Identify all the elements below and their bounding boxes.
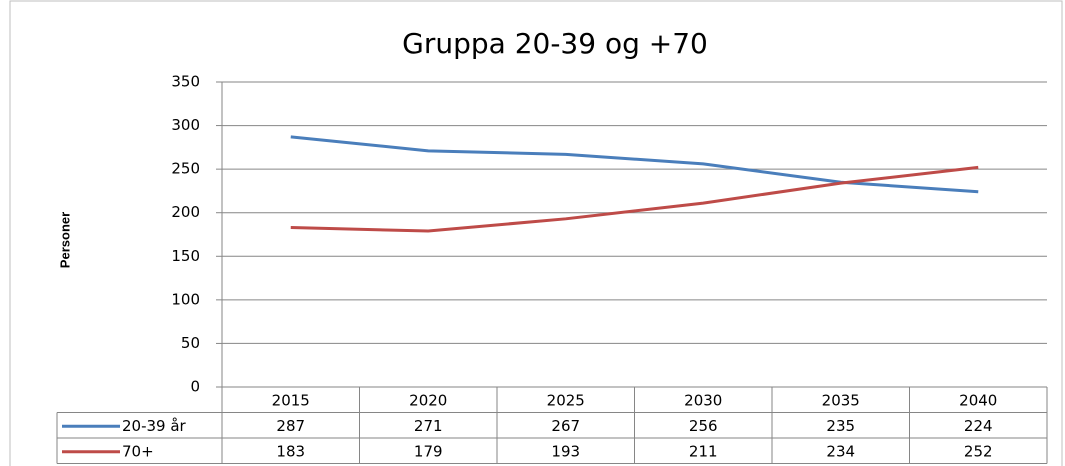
table-value: 252 — [964, 442, 993, 460]
y-axis-label: Personer — [57, 212, 72, 268]
x-tick-label: 2015 — [272, 391, 310, 409]
y-tick-label: 0 — [190, 378, 200, 396]
x-tick-label: 2030 — [684, 391, 722, 409]
x-tick-label: 2035 — [822, 391, 860, 409]
y-tick-label: 300 — [171, 116, 200, 134]
y-tick-label: 50 — [181, 334, 200, 352]
table-value: 256 — [689, 417, 718, 435]
y-tick-label: 200 — [171, 203, 200, 221]
x-tick-label: 2025 — [547, 391, 585, 409]
legend-label: 20-39 år — [122, 417, 187, 435]
table-value: 287 — [276, 417, 305, 435]
table-value: 179 — [414, 442, 443, 460]
x-tick-label: 2040 — [959, 391, 997, 409]
chart-area — [9, 0, 1063, 466]
table-value: 235 — [826, 417, 855, 435]
table-value: 271 — [414, 417, 443, 435]
table-value: 234 — [826, 442, 855, 460]
y-tick-label: 350 — [171, 73, 200, 91]
table-value: 193 — [551, 442, 580, 460]
series-line — [290, 165, 979, 233]
series-line — [290, 135, 979, 194]
table-value: 183 — [276, 442, 305, 460]
legend-label: 70+ — [122, 442, 154, 460]
y-tick-label: 150 — [171, 247, 200, 265]
y-tick-label: 250 — [171, 160, 200, 178]
y-tick-label: 100 — [171, 290, 200, 308]
x-tick-label: 2020 — [409, 391, 447, 409]
table-value: 267 — [551, 417, 580, 435]
table-value: 211 — [689, 442, 718, 460]
table-value: 224 — [964, 417, 993, 435]
chart-title: Gruppa 20-39 og +70 — [402, 27, 708, 60]
